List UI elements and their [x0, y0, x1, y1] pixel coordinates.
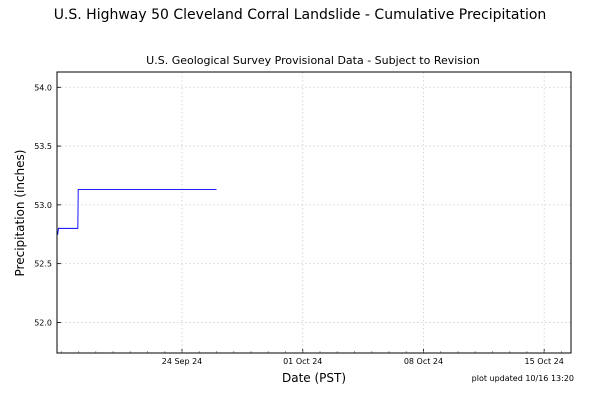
- y-tick-label: 52.0: [34, 318, 52, 327]
- x-axis-label: Date (PST): [282, 371, 346, 385]
- plot-frame: [56, 71, 572, 354]
- y-axis-label: Precipitation (inches): [13, 150, 27, 277]
- x-tick-label: 24 Sep 24: [162, 357, 203, 366]
- chart-title: U.S. Highway 50 Cleveland Corral Landsli…: [54, 7, 547, 23]
- plot-updated-note: plot updated 10/16 13:20: [472, 374, 574, 383]
- precipitation-line: [57, 189, 217, 235]
- y-tick-label: 54.0: [34, 83, 52, 92]
- y-tick-label: 52.5: [34, 260, 52, 269]
- y-tick-label: 53.0: [34, 201, 52, 210]
- x-tick-label: 01 Oct 24: [283, 357, 322, 366]
- series-group: [57, 189, 217, 235]
- grid-lines: [57, 72, 571, 353]
- tick-labels: 52.0 52.5 53.0 53.5 54.0 24 Sep 24 01 Oct 24 08…: [34, 83, 564, 366]
- x-tick-label: 08 Oct 24: [404, 357, 443, 366]
- axis-ticks: [57, 86, 562, 353]
- x-tick-label: 15 Oct 24: [525, 357, 564, 366]
- y-tick-label: 53.5: [34, 142, 52, 151]
- chart-subtitle: U.S. Geological Survey Provisional Data …: [146, 54, 480, 67]
